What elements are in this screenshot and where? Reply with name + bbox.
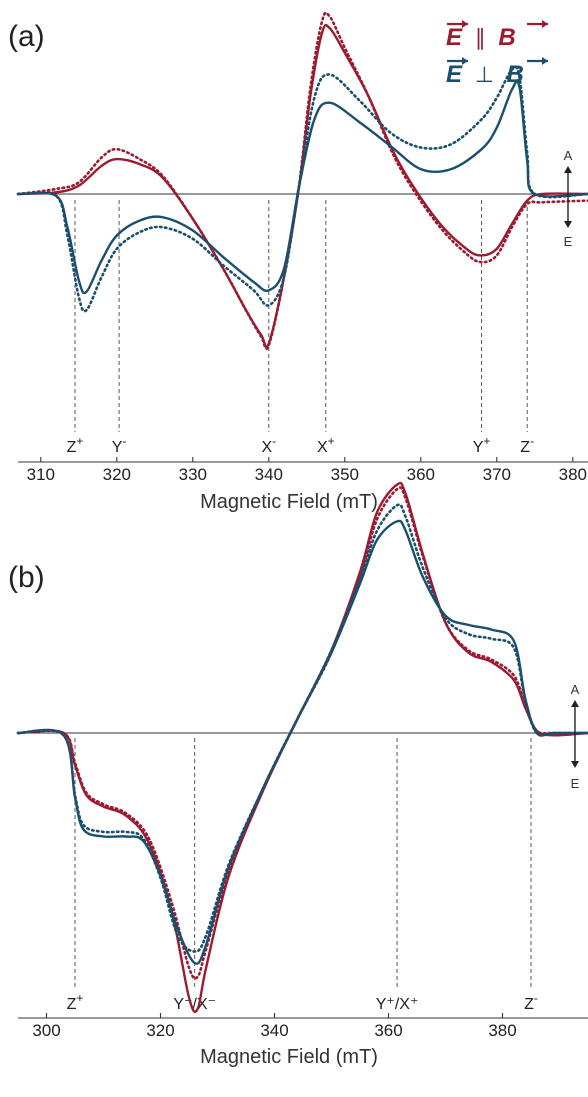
panel-b-series-0-solid [16, 481, 588, 1014]
panel-a-x-tick-label: 340 [255, 465, 283, 484]
panel-b-marker-sup: + [76, 991, 83, 1005]
legend-parallel: E ∥ B [446, 24, 516, 51]
legend: E ∥ B E ⊥ B [446, 20, 548, 88]
panel-a-label: (a) [8, 20, 45, 53]
panel-b-absorption-label: A [571, 682, 580, 697]
panel-b-ae-arrowhead-up [571, 700, 579, 707]
legend-perpendicular-arrowhead-e [462, 57, 468, 65]
panel-a-absorption-label: A [564, 148, 573, 163]
panel-b-x-tick-label: 360 [374, 1021, 402, 1040]
panel-b-series-2-solid [16, 519, 588, 965]
panel-b-ae-arrowhead-down [571, 761, 579, 768]
legend-parallel-b: B [498, 24, 515, 51]
panel-a-marker-sup: + [328, 434, 335, 448]
panel-b-marker-letter: Z [67, 996, 77, 1013]
panel-a-x-tick-label: 360 [407, 465, 435, 484]
panel-a-series-1-dotted [16, 11, 588, 351]
panel-a-marker-letter: Y [112, 439, 123, 456]
panel-a-marker-label: X- [261, 434, 276, 456]
panel-a-marker-label: X+ [317, 434, 335, 456]
panel-a-marker-label: Y- [112, 434, 127, 456]
panel-b-emission-label: E [571, 776, 580, 791]
panel-b-marker-letter: Z [524, 996, 534, 1013]
panel-a-series-0-solid [16, 23, 588, 349]
legend-parallel-e: E [446, 24, 463, 51]
legend-perpendicular: E ⊥ B [446, 61, 524, 88]
panel-a-x-tick-label: 350 [331, 465, 359, 484]
panel-a-marker-sup: + [76, 434, 83, 448]
panel-a-series-3-dotted [16, 65, 588, 313]
panel-a-marker-letter: Y [473, 439, 484, 456]
panel-a-marker-label: Z- [520, 434, 534, 456]
panel-b-marker-sup: - [534, 991, 538, 1005]
panel-b-x-axis-title: Magnetic Field (mT) [200, 1046, 378, 1068]
panel-b-series-3-dotted [16, 503, 588, 953]
panel-a-x-tick-label: 320 [103, 465, 131, 484]
panel-a-ae-arrowhead-down [564, 221, 572, 228]
panel-a-series-2-solid [16, 80, 588, 295]
legend-perpendicular-e: E [446, 61, 463, 88]
panel-b-label: (b) [8, 561, 45, 594]
panel-b-marker-label: Z- [524, 991, 538, 1013]
panel-a-marker-label: Z+ [67, 434, 84, 456]
legend-parallel-arrowhead-e [462, 20, 468, 28]
panel-a-marker-sup: + [483, 434, 490, 448]
panel-a-x-tick-label: 380 [559, 465, 587, 484]
panel-a-marker-label: Y+ [473, 434, 491, 456]
panel-b-marker-label: Y⁺/X⁺ [376, 996, 419, 1013]
panel-a-marker-letter: X [317, 439, 328, 456]
panel-b-marker-label: Z+ [67, 991, 84, 1013]
panel-a-marker-letter: X [261, 439, 272, 456]
panel-a-marker-sup: - [122, 434, 126, 448]
legend-perpendicular-arrowhead-b [542, 57, 548, 65]
legend-parallel-symbol: ∥ [475, 25, 486, 50]
panel-b-x-tick-label: 380 [488, 1021, 516, 1040]
panel-a-marker-letter: Z [520, 439, 530, 456]
panel-a-emission-label: E [564, 234, 573, 249]
panel-a-marker-sup: - [272, 434, 276, 448]
panel-b-marker-label: Y⁻/X⁻ [173, 996, 216, 1013]
panel-a-x-tick-label: 330 [179, 465, 207, 484]
panel-b-x-tick-label: 300 [32, 1021, 60, 1040]
panel-a-x-tick-label: 370 [483, 465, 511, 484]
panel-a-marker-letter: Z [67, 439, 77, 456]
panel-a-x-tick-label: 310 [27, 465, 55, 484]
panel-a-x-axis-title: Magnetic Field (mT) [200, 491, 378, 513]
legend-perpendicular-symbol: ⊥ [475, 62, 494, 87]
panel-a-ae-arrowhead-up [564, 166, 572, 173]
panel-b-x-tick-label: 320 [146, 1021, 174, 1040]
panel-a-marker-sup: - [530, 434, 534, 448]
legend-parallel-arrowhead-b [542, 20, 548, 28]
panel-b-x-tick-label: 340 [260, 1021, 288, 1040]
